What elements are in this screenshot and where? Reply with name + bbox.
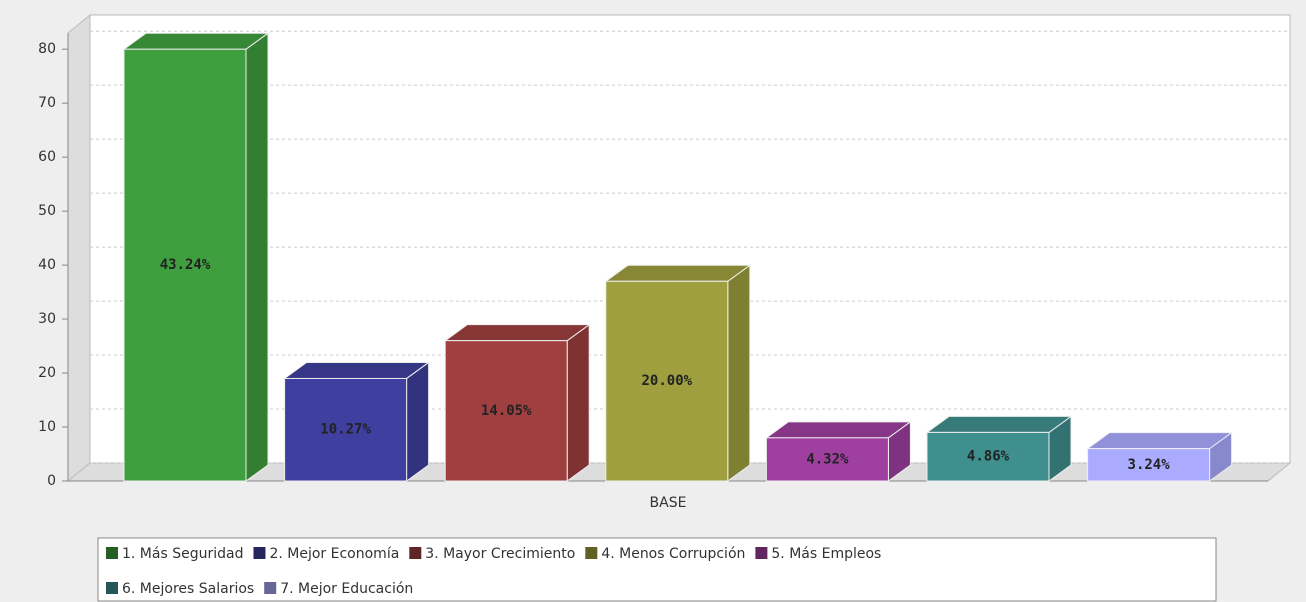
value-label: 43.24% (160, 257, 211, 273)
y-tick-label: 50 (38, 203, 56, 219)
bar (1087, 448, 1211, 482)
y-tick-label: 30 (38, 311, 56, 327)
value-label: 14.05% (481, 403, 532, 419)
y-tick-label: 0 (47, 473, 56, 489)
value-label: 4.86% (967, 449, 1010, 465)
bar (605, 280, 729, 482)
legend-label: 1. Más Seguridad (122, 546, 243, 562)
y-tick-label: 20 (38, 365, 56, 381)
bar (123, 48, 247, 482)
bar-top (1086, 432, 1234, 450)
left-wall (67, 13, 91, 483)
legend-label: 2. Mejor Economía (269, 546, 399, 562)
bar (765, 437, 889, 482)
bar-side (245, 32, 269, 482)
bar-top (604, 264, 752, 282)
legend-box (97, 537, 1217, 602)
legend-swatch (106, 582, 118, 594)
legend-swatch (409, 547, 422, 559)
y-tick-label: 60 (38, 149, 56, 165)
value-label: 3.24% (1128, 457, 1171, 473)
y-tick-label: 80 (38, 41, 56, 57)
bar-top (925, 415, 1073, 433)
bar-top (283, 361, 431, 379)
bar-side (406, 361, 430, 482)
value-label: 4.32% (806, 451, 849, 467)
legend-label: 6. Mejores Salarios (122, 581, 254, 597)
bar (444, 340, 568, 482)
legend-label: 7. Mejor Educación (280, 581, 413, 597)
legend-swatch (264, 582, 277, 594)
bar-top (443, 324, 591, 342)
bar-top (122, 32, 270, 50)
y-tick-label: 70 (38, 95, 56, 111)
bar-side (566, 323, 590, 482)
x-tick-label: BASE (650, 495, 687, 511)
y-tick-label: 10 (38, 419, 56, 435)
legend-label: 4. Menos Corrupción (601, 546, 745, 562)
legend-swatch (755, 547, 768, 559)
legend-swatch (585, 547, 598, 559)
bar (284, 377, 408, 482)
bar (926, 431, 1050, 482)
bar-top (764, 421, 912, 439)
y-tick-label: 40 (38, 257, 56, 273)
legend-label: 5. Más Empleos (771, 546, 881, 562)
value-label: 20.00% (642, 373, 693, 389)
bar-side (727, 264, 751, 482)
legend-swatch (106, 547, 118, 559)
legend-swatch (253, 547, 266, 559)
legend-label: 3. Mayor Crecimiento (425, 546, 575, 562)
value-label: 10.27% (320, 422, 371, 438)
